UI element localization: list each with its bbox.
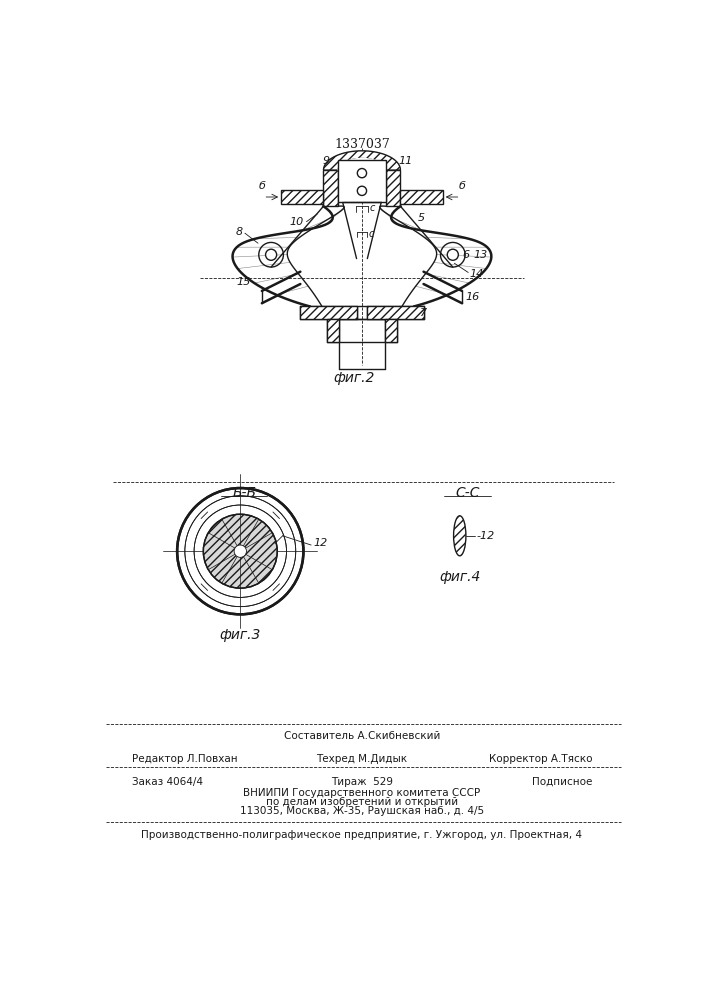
Text: 7: 7 bbox=[420, 308, 427, 318]
Text: -12: -12 bbox=[477, 531, 495, 541]
Bar bbox=[385, 319, 397, 342]
Text: 6: 6 bbox=[462, 250, 469, 260]
Text: по делам изобретений и открытий: по делам изобретений и открытий bbox=[266, 797, 458, 807]
Text: фиг.3: фиг.3 bbox=[220, 628, 261, 642]
Text: Заказ 4064/4: Заказ 4064/4 bbox=[132, 777, 204, 787]
Text: 9: 9 bbox=[322, 156, 329, 166]
Text: 1337037: 1337037 bbox=[334, 138, 390, 151]
Text: 5: 5 bbox=[417, 213, 424, 223]
Text: 12: 12 bbox=[313, 538, 327, 548]
Bar bbox=[300, 306, 356, 319]
Polygon shape bbox=[324, 151, 400, 170]
Bar bbox=[400, 190, 443, 204]
Text: б: б bbox=[459, 181, 465, 191]
Text: ВНИИПИ Государственного комитета СССР: ВНИИПИ Государственного комитета СССР bbox=[243, 788, 481, 798]
Text: 113035, Москва, Ж-35, Раушская наб., д. 4/5: 113035, Москва, Ж-35, Раушская наб., д. … bbox=[240, 806, 484, 816]
Text: c: c bbox=[368, 229, 373, 239]
Text: c: c bbox=[370, 203, 375, 213]
Ellipse shape bbox=[454, 516, 466, 556]
Bar bbox=[368, 306, 423, 319]
Text: Редактор Л.Повхан: Редактор Л.Повхан bbox=[132, 754, 238, 764]
Text: Составитель А.Скибневский: Составитель А.Скибневский bbox=[284, 731, 440, 741]
Text: Тираж  529: Тираж 529 bbox=[331, 777, 393, 787]
Bar bbox=[338, 160, 386, 202]
Bar bbox=[324, 170, 338, 206]
Text: фиг.2: фиг.2 bbox=[334, 371, 375, 385]
Text: 15: 15 bbox=[236, 277, 250, 287]
Text: 14: 14 bbox=[469, 269, 484, 279]
Circle shape bbox=[234, 545, 247, 557]
Polygon shape bbox=[338, 159, 386, 170]
Text: 8: 8 bbox=[235, 227, 243, 237]
Text: фиг.4: фиг.4 bbox=[439, 570, 481, 584]
Text: Техред М.Дидык: Техред М.Дидык bbox=[317, 754, 407, 764]
Bar bbox=[327, 319, 339, 342]
Bar bbox=[281, 190, 324, 204]
Text: Подписное: Подписное bbox=[532, 777, 592, 787]
Text: С-С: С-С bbox=[455, 486, 479, 500]
Text: А-А: А-А bbox=[349, 152, 375, 166]
Circle shape bbox=[448, 249, 458, 260]
Circle shape bbox=[266, 249, 276, 260]
Bar bbox=[386, 170, 400, 206]
Text: 13: 13 bbox=[474, 250, 488, 260]
Text: 16: 16 bbox=[466, 292, 480, 302]
Text: Корректор А.Тяско: Корректор А.Тяско bbox=[489, 754, 592, 764]
Text: Производственно-полиграфическое предприятие, г. Ужгород, ул. Проектная, 4: Производственно-полиграфическое предприя… bbox=[141, 830, 583, 840]
Text: 11: 11 bbox=[399, 156, 413, 166]
Circle shape bbox=[204, 514, 277, 588]
Text: 10: 10 bbox=[290, 217, 304, 227]
Text: Б-Б: Б-Б bbox=[232, 486, 256, 500]
Text: б: б bbox=[259, 181, 265, 191]
